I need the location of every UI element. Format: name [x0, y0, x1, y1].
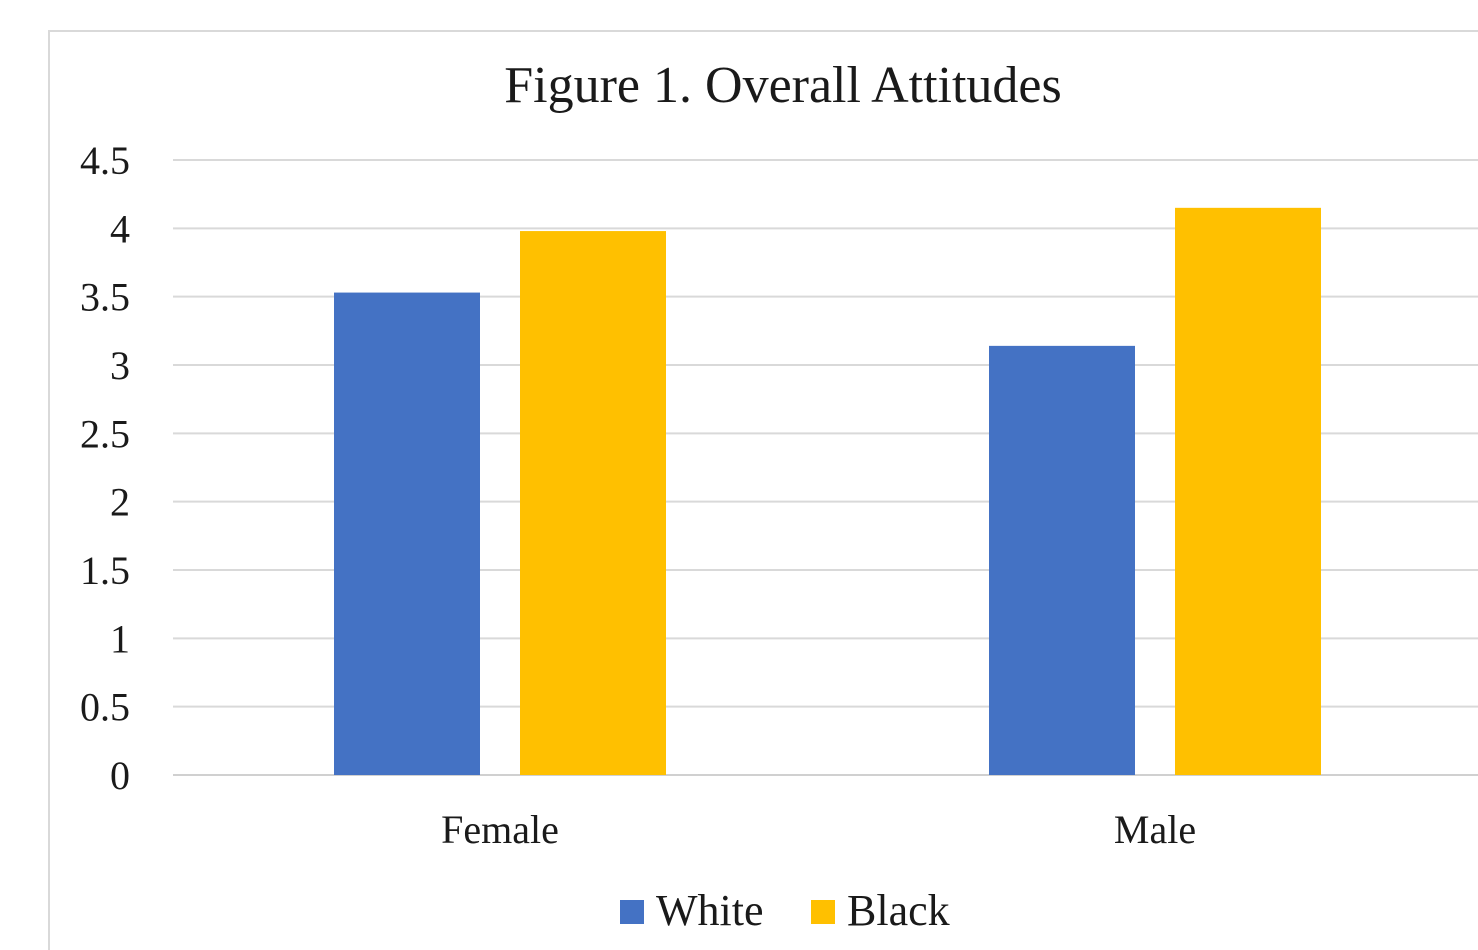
bar-white-male [989, 345, 1135, 775]
chart-frame [48, 30, 1478, 950]
y-tick-label: 3.5 [80, 275, 130, 320]
bar-white-female [334, 292, 480, 775]
bar-black-male [1175, 207, 1321, 776]
bars [334, 207, 1321, 776]
bar-black-female [520, 231, 666, 776]
y-tick-label: 4.5 [80, 138, 130, 183]
x-category-label: Female [441, 807, 559, 852]
y-tick-label: 4 [110, 206, 130, 251]
legend: White Black [620, 886, 950, 934]
x-category-label: Male [1114, 807, 1196, 852]
y-tick-label: 3 [110, 343, 130, 388]
y-tick-label: 1 [110, 616, 130, 661]
legend-swatch-black [811, 900, 835, 924]
y-tick-label: 2 [110, 480, 130, 525]
legend-label-white: White [656, 886, 764, 934]
y-tick-label: 1.5 [80, 548, 130, 593]
chart-title: Figure 1. Overall Attitudes [504, 57, 1061, 114]
y-axis-ticks: 0 0.5 1 1.5 2 2.5 3 3.5 4 4.5 [80, 138, 130, 798]
legend-label-black: Black [847, 886, 950, 934]
y-tick-label: 0 [110, 753, 130, 798]
x-axis-categories: Female Male [441, 807, 1196, 852]
y-tick-label: 0.5 [80, 685, 130, 730]
legend-swatch-white [620, 900, 644, 924]
y-tick-label: 2.5 [80, 411, 130, 456]
